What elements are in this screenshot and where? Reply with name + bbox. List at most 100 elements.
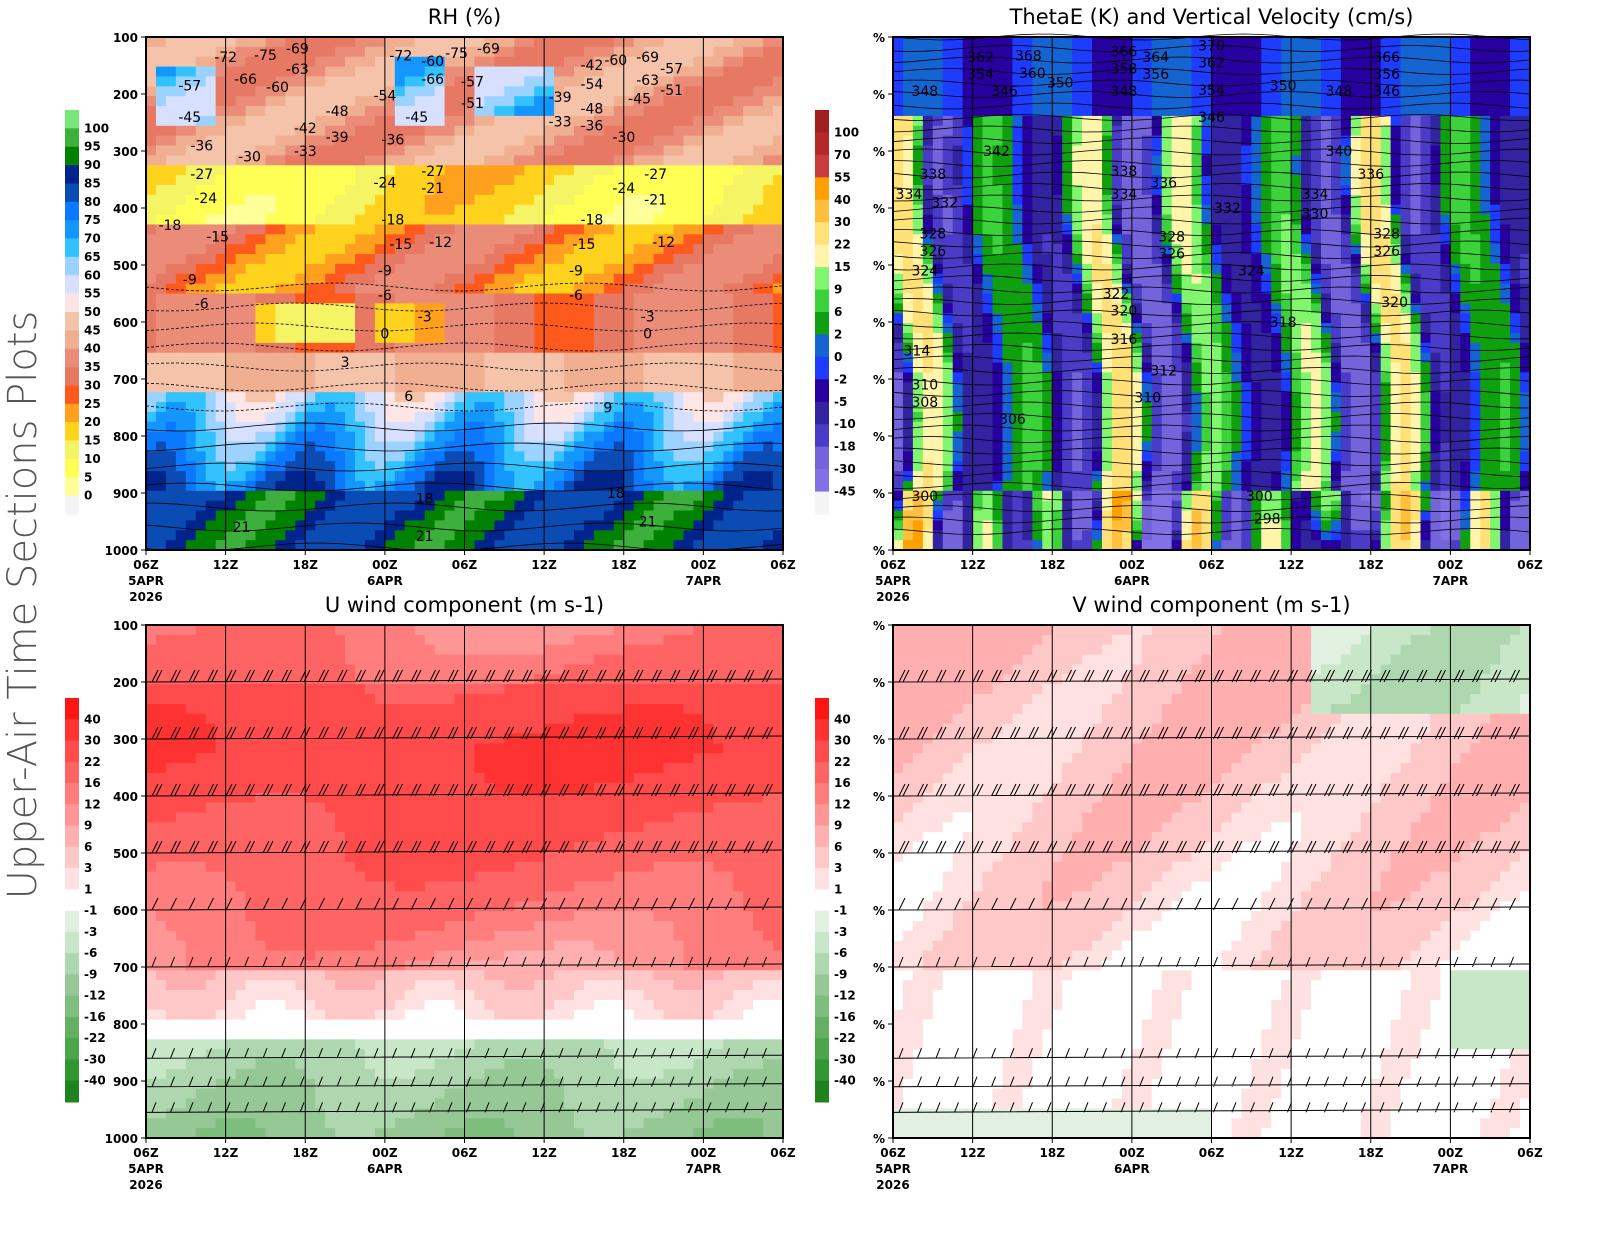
field-cell	[146, 273, 157, 285]
field-cell	[165, 165, 177, 176]
field-cell	[962, 273, 974, 285]
field-cell	[185, 37, 197, 48]
field-cell	[613, 441, 625, 452]
field-cell	[992, 540, 1004, 551]
field-cell	[893, 540, 904, 551]
field-cell	[175, 461, 187, 472]
field-cell	[355, 441, 366, 452]
field-cell	[1082, 214, 1093, 226]
field-cell	[1002, 461, 1014, 472]
field-cell	[623, 56, 635, 68]
field-cell	[992, 490, 1004, 502]
field-cell	[434, 46, 446, 58]
field-cell	[1022, 125, 1033, 137]
field-cell	[743, 135, 754, 147]
field-cell	[1032, 352, 1043, 364]
field-cell	[544, 86, 555, 97]
field-cell	[1032, 66, 1043, 78]
field-cell	[195, 411, 207, 423]
field-cell	[514, 244, 525, 255]
colorbar-swatch	[65, 238, 79, 258]
field-cell	[663, 56, 675, 68]
field-cell	[424, 471, 436, 482]
field-cell	[554, 402, 565, 413]
field-cell	[295, 96, 306, 107]
contour-label: -12	[429, 235, 452, 251]
field-cell	[962, 461, 974, 472]
field-cell	[345, 254, 356, 265]
field-cell	[215, 224, 227, 235]
field-cell	[753, 471, 764, 482]
field-cell	[623, 165, 635, 176]
field-cell	[663, 441, 675, 452]
field-cell	[1052, 293, 1063, 304]
field-cell	[195, 392, 207, 403]
field-cell	[544, 106, 555, 117]
field-cell	[663, 510, 675, 522]
field-cell	[494, 372, 505, 383]
field-cell	[623, 323, 635, 334]
field-cell	[653, 332, 665, 344]
field-cell	[225, 96, 237, 107]
field-cell	[773, 451, 784, 462]
field-cell	[573, 313, 585, 324]
field-cell	[1141, 96, 1153, 107]
field-cell	[763, 313, 774, 324]
field-cell	[295, 184, 306, 196]
field-cell	[623, 273, 635, 285]
field-cell	[942, 421, 954, 433]
colorbar-swatch	[65, 128, 79, 148]
field-cell	[643, 194, 655, 206]
field-cell	[1022, 500, 1033, 512]
field-cell	[653, 254, 665, 265]
field-cell	[1022, 76, 1033, 87]
field-cell	[1102, 421, 1113, 433]
field-cell	[743, 530, 754, 541]
field-cell	[593, 342, 605, 354]
field-cell	[1042, 540, 1053, 551]
field-cell	[504, 480, 515, 492]
field-cell	[245, 37, 257, 48]
field-cell	[175, 46, 187, 58]
field-cell	[544, 145, 555, 156]
field-cell	[992, 76, 1004, 87]
field-cell	[952, 530, 964, 541]
field-cell	[713, 46, 724, 58]
field-cell	[1002, 283, 1014, 295]
field-cell	[743, 382, 754, 393]
field-cell	[613, 56, 625, 68]
field-cell	[185, 165, 197, 176]
field-cell	[623, 332, 635, 344]
field-cell	[942, 204, 954, 216]
field-cell	[504, 490, 515, 502]
field-cell	[643, 204, 655, 216]
field-cell	[1062, 451, 1073, 462]
field-cell	[643, 76, 655, 87]
field-cell	[643, 392, 655, 403]
field-cell	[683, 175, 695, 186]
field-cell	[146, 254, 157, 265]
field-cell	[962, 500, 974, 512]
field-cell	[773, 175, 784, 186]
field-cell	[424, 96, 436, 107]
field-cell	[653, 165, 665, 176]
field-cell	[1141, 254, 1153, 265]
field-cell	[1151, 540, 1163, 551]
field-cell	[544, 382, 555, 393]
field-cell	[424, 66, 436, 78]
field-cell	[146, 392, 157, 403]
field-cell	[305, 480, 316, 492]
field-cell	[384, 372, 396, 383]
field-cell	[1102, 76, 1113, 87]
field-cell	[394, 382, 406, 393]
field-cell	[1121, 461, 1133, 472]
field-cell	[952, 66, 964, 78]
field-cell	[175, 342, 187, 354]
field-cell	[902, 86, 914, 97]
field-cell	[1092, 540, 1103, 551]
field-cell	[743, 342, 754, 354]
field-cell	[972, 273, 984, 285]
field-cell	[623, 342, 635, 354]
field-cell	[683, 224, 695, 235]
field-cell	[185, 323, 197, 334]
